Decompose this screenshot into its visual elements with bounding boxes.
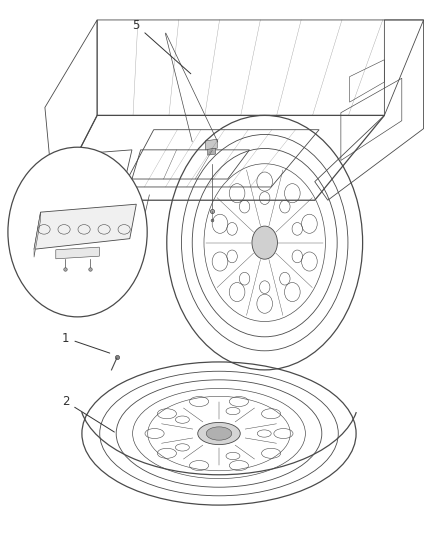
Text: 4: 4 [48,266,66,279]
Polygon shape [34,212,41,257]
Text: 1: 1 [62,332,110,353]
Ellipse shape [206,427,232,440]
Text: 3: 3 [17,225,42,239]
Polygon shape [208,148,215,155]
Ellipse shape [41,190,67,213]
Text: 5: 5 [133,19,191,74]
Ellipse shape [47,196,60,207]
Ellipse shape [252,226,277,259]
Polygon shape [56,247,99,259]
Text: 2: 2 [62,395,114,432]
Polygon shape [205,139,217,150]
Ellipse shape [198,423,240,445]
Polygon shape [34,204,136,249]
Circle shape [8,147,147,317]
